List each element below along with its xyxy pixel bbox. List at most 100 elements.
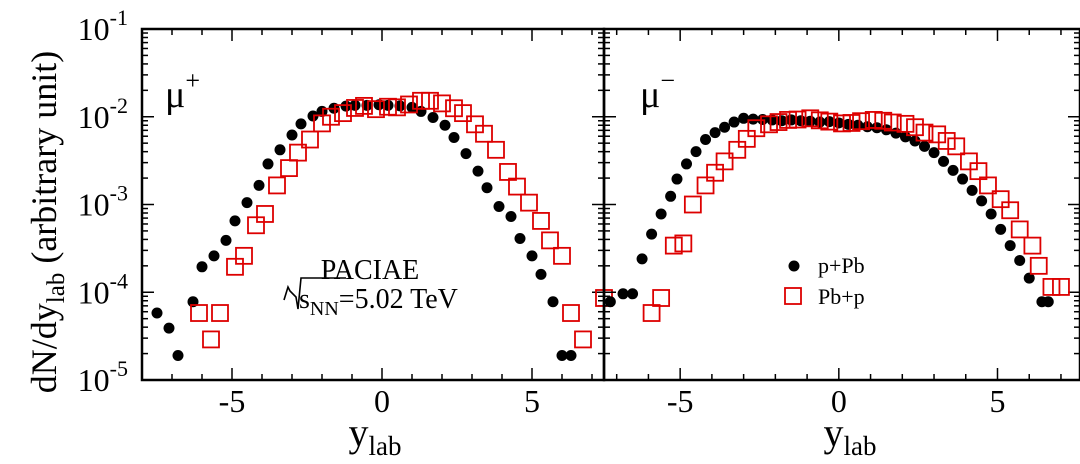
right-point-p-pb xyxy=(636,253,648,265)
right-particle-label: μ− xyxy=(640,66,675,116)
right-x-axis-label: ylab xyxy=(824,410,877,461)
panel-right: -5 0 5 μ− p+Pb Pb+p ylab xyxy=(602,27,1080,461)
right-point-pb-p xyxy=(747,119,766,138)
left-point-pb-p xyxy=(487,140,505,159)
right-point-p-pb xyxy=(795,115,807,127)
right-point-pb-p xyxy=(652,289,671,307)
right-point-p-pb xyxy=(823,116,835,128)
left-point-p-pb xyxy=(481,182,493,194)
right-point-p-pb xyxy=(776,115,788,127)
right-particle-symbol: μ xyxy=(640,74,660,116)
right-point-pb-p xyxy=(1052,278,1070,296)
right-point-p-pb xyxy=(655,208,667,220)
annotation-sqrt-sub: NN xyxy=(310,298,339,320)
left-point-pb-p xyxy=(280,159,298,177)
right-point-p-pb xyxy=(690,146,702,158)
right-point-pb-p xyxy=(991,190,1010,209)
right-point-pb-p xyxy=(810,111,829,130)
left-marks xyxy=(151,91,613,362)
right-point-pb-p xyxy=(969,162,988,181)
left-point-p-pb xyxy=(472,165,484,177)
right-x-axis-label-main: y xyxy=(824,410,844,455)
left-point-pb-p xyxy=(301,130,319,149)
right-point-p-pb xyxy=(728,116,740,128)
panel-left: -5 0 5 10-5 10-4 10-3 10-2 10-1 μ+ PACIAE sNN=5… xyxy=(78,5,613,461)
right-point-pb-p xyxy=(642,304,661,322)
left-point-pb-p xyxy=(532,212,550,230)
right-point-p-pb xyxy=(617,288,629,300)
y-axis-label-main: dN/dy xyxy=(24,303,64,393)
left-particle-symbol: μ xyxy=(165,74,185,116)
right-point-pb-p xyxy=(960,152,978,171)
left-point-p-pb xyxy=(163,322,175,334)
left-point-p-pb xyxy=(196,261,208,273)
y-tick-label: 10-1 xyxy=(78,5,128,47)
right-plot-frame xyxy=(602,27,1080,382)
left-point-pb-p xyxy=(499,163,517,181)
legend-label-p-pb: p+Pb xyxy=(818,253,865,278)
right-point-p-pb xyxy=(747,113,759,125)
left-point-p-pb xyxy=(295,118,307,130)
left-point-pb-p xyxy=(379,97,397,116)
right-point-p-pb xyxy=(665,190,677,202)
right-x-tick-label: -5 xyxy=(667,383,694,419)
left-point-pb-p xyxy=(541,231,559,250)
right-point-p-pb xyxy=(928,147,940,159)
right-point-pb-p xyxy=(883,113,902,132)
y-tick-label: 10-3 xyxy=(78,181,128,223)
left-point-p-pb xyxy=(208,250,220,262)
right-point-p-pb xyxy=(1014,255,1026,267)
left-ticks xyxy=(141,28,604,381)
left-point-p-pb xyxy=(505,210,517,222)
left-plot-frame xyxy=(140,27,606,382)
left-x-axis-label-sub: lab xyxy=(369,431,402,461)
y-tick-label: 10-2 xyxy=(78,93,128,135)
left-point-p-pb xyxy=(460,148,472,160)
right-point-p-pb xyxy=(814,116,826,128)
right-point-pb-p xyxy=(833,114,851,133)
left-point-p-pb xyxy=(556,350,568,362)
left-point-pb-p xyxy=(190,304,208,322)
right-particle-charge: − xyxy=(660,66,675,95)
right-point-pb-p xyxy=(1001,201,1020,220)
left-point-pb-p xyxy=(202,330,220,349)
right-tick-labels: -5 0 5 xyxy=(667,383,1006,419)
left-point-pb-p xyxy=(355,96,373,115)
right-x-axis-label-sub: lab xyxy=(844,431,877,461)
right-point-pb-p xyxy=(979,176,997,195)
right-point-p-pb xyxy=(909,135,921,147)
left-point-pb-p xyxy=(211,304,229,322)
left-x-tick-label: -5 xyxy=(219,383,246,419)
left-point-p-pb xyxy=(340,100,352,112)
right-point-pb-p xyxy=(1042,278,1061,296)
left-point-p-pb xyxy=(526,250,538,262)
right-point-pb-p xyxy=(769,113,788,131)
right-point-p-pb xyxy=(604,296,616,308)
right-point-p-pb xyxy=(861,121,873,133)
left-point-p-pb xyxy=(514,232,526,244)
right-point-pb-p xyxy=(906,118,924,137)
left-point-pb-p xyxy=(553,246,571,265)
right-point-pb-p xyxy=(852,112,870,131)
left-point-pb-p xyxy=(562,304,580,322)
right-point-p-pb xyxy=(995,223,1007,235)
right-point-pb-p xyxy=(715,152,734,171)
right-point-p-pb xyxy=(966,184,978,196)
left-point-p-pb xyxy=(253,179,265,191)
left-point-pb-p xyxy=(268,176,286,195)
left-point-p-pb xyxy=(274,144,286,156)
right-point-p-pb xyxy=(976,195,988,207)
right-point-p-pb xyxy=(719,121,731,133)
left-point-p-pb xyxy=(382,99,394,111)
left-point-pb-p xyxy=(334,104,352,123)
right-point-pb-p xyxy=(801,109,820,128)
left-point-p-pb xyxy=(394,100,406,112)
left-point-p-pb xyxy=(262,158,274,170)
right-x-tick-label: 5 xyxy=(989,383,1005,419)
left-point-p-pb xyxy=(406,101,418,113)
right-point-p-pb xyxy=(1023,272,1035,284)
right-x-tick-label: 0 xyxy=(831,383,847,419)
left-particle-label: μ+ xyxy=(165,66,200,116)
right-point-p-pb xyxy=(738,112,750,124)
right-point-pb-p xyxy=(696,176,715,195)
